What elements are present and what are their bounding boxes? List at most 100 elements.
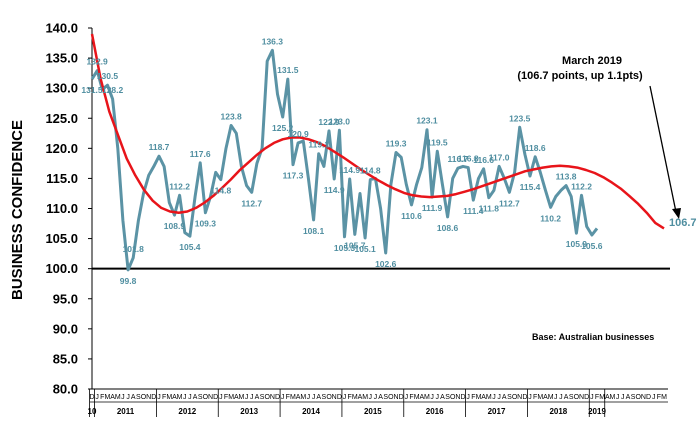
month-tick-label: F xyxy=(162,394,166,401)
month-tick-label: N xyxy=(517,394,522,401)
month-tick-label: F xyxy=(348,394,352,401)
month-tick-label: O xyxy=(203,394,209,401)
month-tick-label: J xyxy=(436,394,440,401)
month-tick-label: M xyxy=(300,394,306,401)
data-label: 112.2 xyxy=(571,181,592,191)
year-label: 2018 xyxy=(549,407,567,416)
data-label: 132.9 xyxy=(87,57,109,67)
month-tick-label: M xyxy=(424,394,430,401)
data-label: 105.7 xyxy=(344,240,366,250)
data-label: 116.6 xyxy=(473,155,494,165)
month-tick-label: A xyxy=(234,394,239,401)
month-tick-label: S xyxy=(569,394,574,401)
data-label: 113.8 xyxy=(556,172,577,182)
y-tick-label: 90.0 xyxy=(53,321,78,336)
month-tick-label: F xyxy=(286,394,290,401)
month-tick-label: D xyxy=(522,394,527,401)
data-label: 123.0 xyxy=(329,116,351,126)
data-label: 131.5 xyxy=(277,65,299,75)
month-tick-label: S xyxy=(322,394,327,401)
data-label: 114.8 xyxy=(210,186,231,196)
month-tick-label: A xyxy=(110,394,115,401)
data-label: 101.8 xyxy=(123,244,145,254)
month-tick-label: A xyxy=(316,394,321,401)
month-tick-label: A xyxy=(131,394,136,401)
month-tick-label: J xyxy=(405,394,409,401)
month-tick-label: A xyxy=(605,394,610,401)
month-tick-label: M xyxy=(476,394,482,401)
data-label: 123.5 xyxy=(509,113,531,123)
month-tick-label: S xyxy=(631,394,636,401)
month-tick-label: M xyxy=(537,394,543,401)
month-tick-label: J xyxy=(188,394,192,401)
month-tick-label: J xyxy=(621,394,625,401)
data-label: 108.9 xyxy=(164,221,186,231)
year-label: 2012 xyxy=(178,407,196,416)
month-tick-label: A xyxy=(296,394,301,401)
y-tick-label: 135.0 xyxy=(45,51,78,66)
month-tick-label: J xyxy=(466,394,470,401)
data-label: 111.8 xyxy=(479,204,500,214)
y-tick-label: 130.0 xyxy=(45,81,78,96)
y-axis-title: BUSINESS CONFIDENCE xyxy=(9,120,26,300)
month-tick-label: A xyxy=(193,394,198,401)
data-label: 112.7 xyxy=(499,198,520,208)
month-tick-label: F xyxy=(595,394,599,401)
month-tick-label: A xyxy=(543,394,548,401)
month-tick-label: D xyxy=(151,394,156,401)
data-label: 105.6 xyxy=(581,241,603,251)
month-tick-label: J xyxy=(95,394,99,401)
month-tick-label: D xyxy=(89,394,94,401)
month-tick-label: A xyxy=(172,394,177,401)
y-tick-label: 110.0 xyxy=(46,201,78,216)
month-tick-label: M xyxy=(661,394,667,401)
y-tick-label: 115.0 xyxy=(46,171,78,186)
year-label: 2014 xyxy=(302,407,320,416)
month-tick-label: J xyxy=(374,394,378,401)
month-tick-label: J xyxy=(497,394,501,401)
year-label: 2017 xyxy=(488,407,506,416)
y-tick-label: 140.0 xyxy=(45,21,78,36)
y-tick-label: 80.0 xyxy=(53,382,78,397)
month-tick-label: N xyxy=(208,394,213,401)
month-tick-label: O xyxy=(141,394,147,401)
month-tick-label: J xyxy=(157,394,161,401)
data-label: 117.6 xyxy=(190,149,211,159)
month-tick-label: J xyxy=(121,394,125,401)
month-tick-label: O xyxy=(264,394,270,401)
month-tick-label: J xyxy=(430,394,434,401)
data-label: 105.4 xyxy=(179,242,201,252)
data-label: 111.4 xyxy=(463,206,484,216)
month-tick-label: J xyxy=(652,394,656,401)
month-tick-label: J xyxy=(369,394,373,401)
month-tick-label: N xyxy=(146,394,151,401)
month-tick-label: J xyxy=(307,394,311,401)
month-tick-label: M xyxy=(548,394,554,401)
month-tick-label: F xyxy=(533,394,537,401)
month-tick-label: F xyxy=(409,394,413,401)
data-label: 108.6 xyxy=(437,223,459,233)
month-tick-label: M xyxy=(362,394,368,401)
month-tick-label: J xyxy=(126,394,130,401)
month-tick-label: D xyxy=(399,394,404,401)
month-tick-label: J xyxy=(559,394,563,401)
month-tick-label: D xyxy=(337,394,342,401)
y-axis: 80.0 85.0 90.0 95.0 100.0 105.0 110.0 115.0 120.… xyxy=(45,21,93,397)
month-tick-label: A xyxy=(564,394,569,401)
data-label: 112.7 xyxy=(241,198,262,208)
year-label: 2015 xyxy=(364,407,382,416)
series-line-business-confidence xyxy=(90,48,599,272)
y-tick-label: 125.0 xyxy=(45,111,78,126)
data-label: 119.5 xyxy=(427,137,448,147)
data-label: 109.3 xyxy=(195,219,217,229)
data-label: 123.1 xyxy=(416,116,438,126)
month-tick-label: A xyxy=(255,394,260,401)
annotation-arrow xyxy=(649,85,677,213)
data-label: 131.5 xyxy=(81,85,103,95)
trend-line xyxy=(90,33,665,230)
data-label: 118.7 xyxy=(149,142,170,152)
month-tick-label: M xyxy=(599,394,605,401)
y-tick-label: 100.0 xyxy=(45,261,78,276)
last-value-label: 106.7 xyxy=(669,217,697,229)
